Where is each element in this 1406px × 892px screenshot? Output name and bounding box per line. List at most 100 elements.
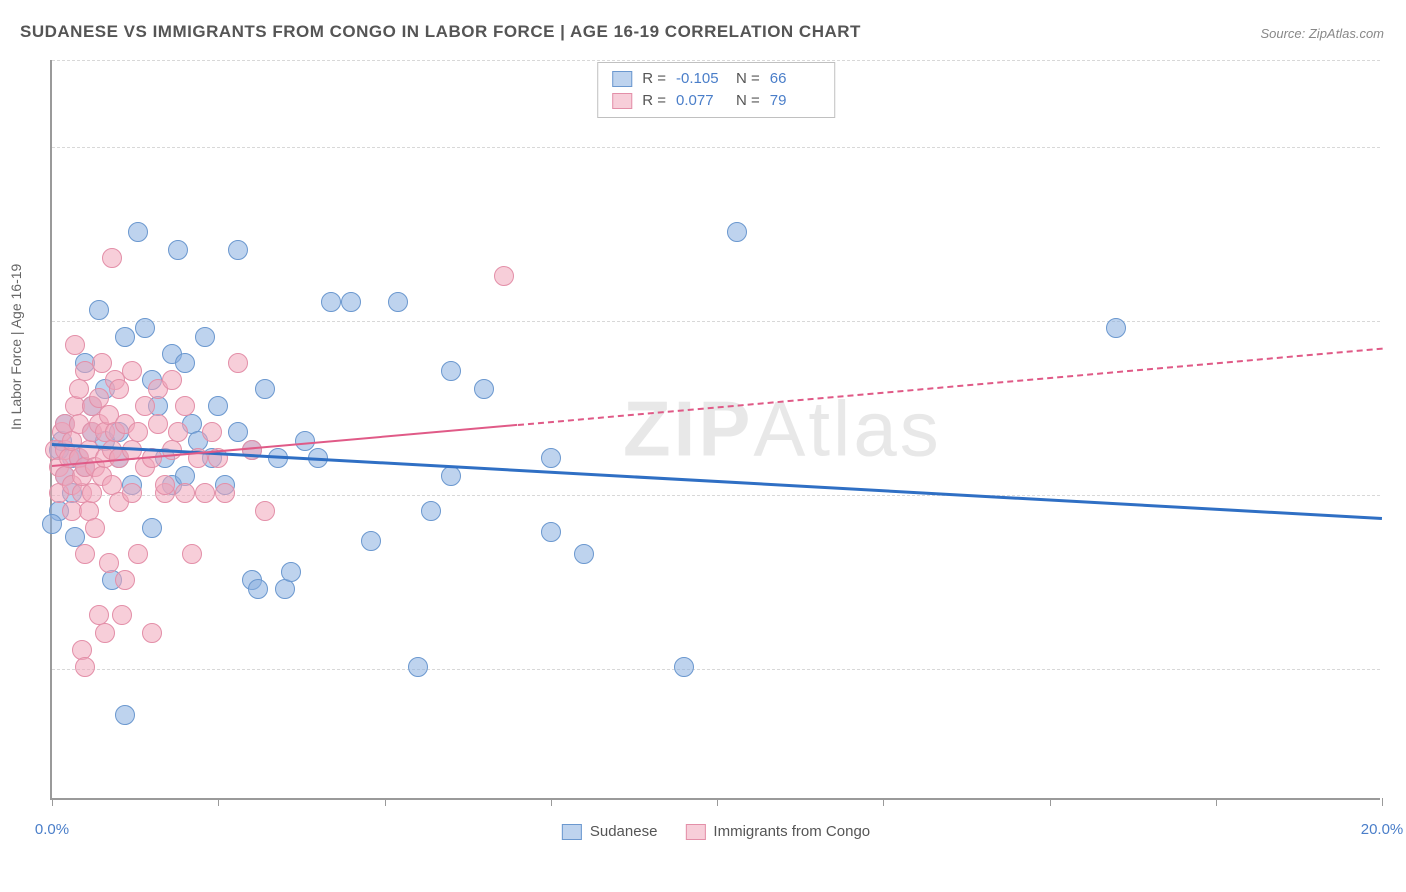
x-tick — [1382, 798, 1383, 806]
x-tick — [717, 798, 718, 806]
data-point — [112, 605, 132, 625]
data-point — [228, 422, 248, 442]
data-point — [109, 379, 129, 399]
y-tick-label: 40.0% — [1390, 487, 1406, 504]
y-axis-label: In Labor Force | Age 16-19 — [8, 264, 24, 430]
data-point — [82, 483, 102, 503]
data-point — [255, 379, 275, 399]
data-point — [341, 292, 361, 312]
n-value-sudanese: 66 — [770, 68, 820, 90]
data-point — [441, 361, 461, 381]
data-point — [128, 222, 148, 242]
x-tick-label: 20.0% — [1361, 821, 1404, 838]
legend-row-sudanese: R = -0.105 N = 66 — [612, 68, 820, 90]
y-tick-label: 20.0% — [1390, 661, 1406, 678]
swatch-sudanese — [612, 71, 632, 87]
y-tick-label: 80.0% — [1390, 139, 1406, 156]
n-value-congo: 79 — [770, 90, 820, 112]
x-tick-label: 0.0% — [35, 821, 69, 838]
data-point — [228, 240, 248, 260]
data-point — [162, 370, 182, 390]
plot-area: ZIPAtlas R = -0.105 N = 66 R = 0.077 N =… — [50, 60, 1380, 800]
data-point — [408, 657, 428, 677]
gridline — [52, 147, 1380, 148]
legend-row-congo: R = 0.077 N = 79 — [612, 90, 820, 112]
data-point — [321, 292, 341, 312]
legend-item-congo: Immigrants from Congo — [685, 823, 870, 840]
data-point — [1106, 318, 1126, 338]
data-point — [195, 327, 215, 347]
data-point — [142, 623, 162, 643]
trend-line — [517, 347, 1382, 425]
gridline — [52, 321, 1380, 322]
y-tick-label: 60.0% — [1390, 313, 1406, 330]
data-point — [115, 327, 135, 347]
data-point — [202, 422, 222, 442]
data-point — [122, 361, 142, 381]
data-point — [674, 657, 694, 677]
data-point — [122, 483, 142, 503]
data-point — [168, 240, 188, 260]
data-point — [255, 501, 275, 521]
swatch-sudanese-icon — [562, 824, 582, 840]
r-value-sudanese: -0.105 — [676, 68, 726, 90]
x-tick — [551, 798, 552, 806]
swatch-congo-icon — [685, 824, 705, 840]
x-tick — [52, 798, 53, 806]
trend-line — [52, 443, 1382, 520]
data-point — [115, 570, 135, 590]
data-point — [89, 300, 109, 320]
data-point — [85, 518, 105, 538]
legend-item-sudanese: Sudanese — [562, 823, 658, 840]
gridline — [52, 669, 1380, 670]
data-point — [441, 466, 461, 486]
gridline — [52, 495, 1380, 496]
data-point — [128, 422, 148, 442]
x-tick — [385, 798, 386, 806]
data-point — [42, 514, 62, 534]
data-point — [281, 562, 301, 582]
swatch-congo — [612, 93, 632, 109]
data-point — [195, 483, 215, 503]
x-tick — [1216, 798, 1217, 806]
data-point — [128, 544, 148, 564]
data-point — [135, 396, 155, 416]
data-point — [65, 335, 85, 355]
data-point — [95, 623, 115, 643]
data-point — [275, 579, 295, 599]
data-point — [99, 553, 119, 573]
data-point — [361, 531, 381, 551]
data-point — [208, 396, 228, 416]
gridline — [52, 60, 1380, 61]
correlation-chart: SUDANESE VS IMMIGRANTS FROM CONGO IN LAB… — [0, 0, 1406, 892]
data-point — [182, 544, 202, 564]
legend-stats: R = -0.105 N = 66 R = 0.077 N = 79 — [597, 62, 835, 118]
data-point — [574, 544, 594, 564]
data-point — [541, 448, 561, 468]
data-point — [135, 318, 155, 338]
data-point — [115, 705, 135, 725]
data-point — [69, 379, 89, 399]
data-point — [142, 518, 162, 538]
x-tick — [1050, 798, 1051, 806]
data-point — [388, 292, 408, 312]
x-tick — [218, 798, 219, 806]
data-point — [148, 414, 168, 434]
data-point — [727, 222, 747, 242]
data-point — [541, 522, 561, 542]
data-point — [248, 579, 268, 599]
data-point — [168, 422, 188, 442]
data-point — [92, 353, 112, 373]
x-tick — [883, 798, 884, 806]
watermark: ZIPAtlas — [623, 384, 942, 475]
chart-title: SUDANESE VS IMMIGRANTS FROM CONGO IN LAB… — [20, 22, 861, 42]
data-point — [102, 248, 122, 268]
data-point — [75, 657, 95, 677]
data-point — [215, 483, 235, 503]
data-point — [175, 353, 195, 373]
legend-series: Sudanese Immigrants from Congo — [562, 823, 870, 840]
data-point — [228, 353, 248, 373]
data-point — [175, 483, 195, 503]
data-point — [175, 396, 195, 416]
data-point — [155, 475, 175, 495]
